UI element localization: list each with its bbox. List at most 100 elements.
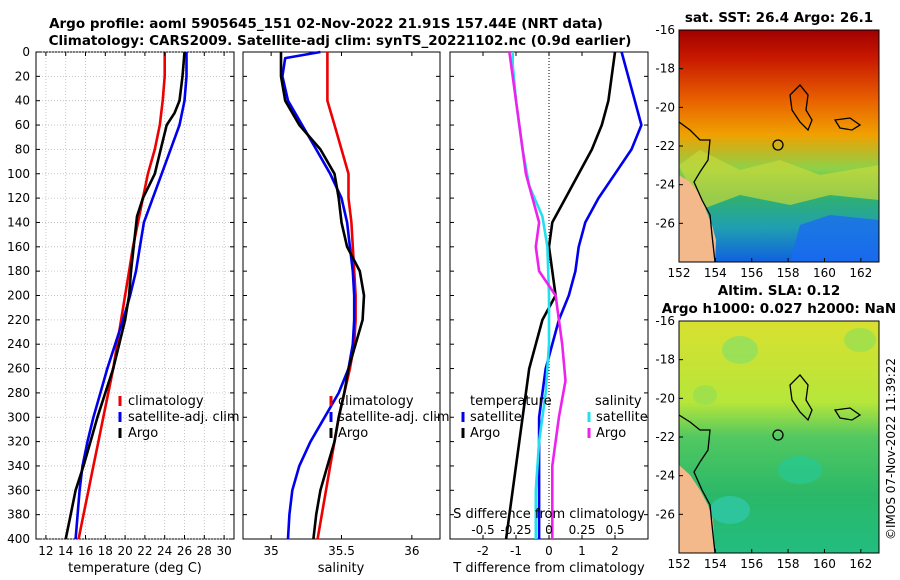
x-tick-label: 35 <box>264 544 279 558</box>
reef-outline <box>789 374 813 422</box>
legend-temperature-title: temperature <box>470 394 552 409</box>
figure-title-line1: Argo profile: aoml 5905645_151 02-Nov-20… <box>49 16 603 32</box>
depth-tick-label: 20 <box>15 69 30 83</box>
depth-tick-label: 260 <box>7 362 30 376</box>
x-tick-label: 18 <box>98 544 113 558</box>
imos-watermark: ©IMOS 07-Nov-2022 11:39:22 <box>884 358 898 540</box>
series-line-argo <box>279 52 366 540</box>
depth-tick-label: 80 <box>15 142 30 156</box>
depth-tick-label: 120 <box>7 191 30 205</box>
temperature-xlabel: temperature (deg C) <box>68 561 202 576</box>
sst-map-title: sat. SST: 26.4 Argo: 26.1 <box>685 10 873 26</box>
map-x-tick-label: 160 <box>813 557 836 571</box>
legend-t-satellite-label: satellite <box>470 410 522 425</box>
sla-map-title-line2: Argo h1000: 0.027 h2000: NaN <box>662 301 896 317</box>
temperature-panel: 12 14 16 18 20 22 24 26 28 30 temperature (deg C)… <box>35 51 240 576</box>
depth-tick-label: 340 <box>7 459 30 473</box>
difference-xlabel: T difference from climatology <box>452 561 645 576</box>
map-y-tick-label: -20 <box>655 100 675 114</box>
depth-tick-label: 320 <box>7 435 30 449</box>
sla-map-panel: Altim. SLA: 0.12 Argo h1000: 0.027 h2000… <box>655 283 896 571</box>
sla-anomaly <box>844 328 876 352</box>
sla-anomaly <box>710 496 750 524</box>
salinity-panel: 35 35.5 36 salinity climatology satellite-… <box>242 50 450 576</box>
legend-s-argo-label: Argo <box>596 426 626 441</box>
s-tick-label: 0 <box>545 523 553 537</box>
x-tick-label: 0 <box>545 544 553 558</box>
argo-position-marker <box>772 139 784 151</box>
series-line-climatology <box>316 52 357 540</box>
map-y-tick-label: -22 <box>655 430 675 444</box>
map-x-tick-label: 156 <box>740 266 763 280</box>
legend-argo-label: Argo <box>128 426 158 441</box>
figure-title-line2: Climatology: CARS2009. Satellite-adj cli… <box>49 33 632 49</box>
s-tick-label: -0.25 <box>500 523 531 537</box>
x-tick-label: 14 <box>58 544 73 558</box>
map-y-tick-label: -26 <box>655 507 675 521</box>
difference-top-xlabel: S difference from climatology <box>453 507 645 522</box>
temperature-legend: climatology satellite-adj. clim Argo <box>118 394 240 441</box>
legend-climatology-label: climatology <box>338 394 414 409</box>
x-tick-label: 12 <box>38 544 53 558</box>
depth-tick-label: 300 <box>7 410 30 424</box>
salinity-plot-frame <box>242 51 441 540</box>
map-y-tick-label: -24 <box>655 469 675 483</box>
map-x-tick-label: 158 <box>777 266 800 280</box>
series-line-temperature-argo <box>504 51 617 540</box>
x-tick-label: 16 <box>78 544 93 558</box>
map-x-tick-label: 154 <box>704 557 727 571</box>
salinity-legend: climatology satellite-adj. clim Argo <box>329 394 450 441</box>
x-tick-label: 35.5 <box>328 544 355 558</box>
map-y-tick-label: -16 <box>655 23 675 37</box>
depth-tick-label: 100 <box>7 167 30 181</box>
x-tick-label: 36 <box>404 544 419 558</box>
depth-tick-label: 200 <box>7 289 30 303</box>
legend-salinity-title: salinity <box>595 394 642 409</box>
map-y-tick-label: -22 <box>655 139 675 153</box>
land-mass <box>679 465 715 553</box>
map-x-tick-label: 152 <box>668 557 691 571</box>
difference-legend: temperature satellite Argo salinity sate… <box>461 394 648 441</box>
x-tick-label: 30 <box>216 544 231 558</box>
map-y-tick-label: -18 <box>655 353 675 367</box>
sla-anomaly <box>693 385 717 405</box>
map-y-tick-label: -24 <box>655 178 675 192</box>
difference-panel: -2 -1 0 1 2 S difference from climatology -0… <box>449 51 649 576</box>
legend-t-argo-label: Argo <box>470 426 500 441</box>
s-tick-label: -0.5 <box>471 523 494 537</box>
depth-tick-label: 60 <box>15 118 30 132</box>
series-line-argo <box>64 51 186 540</box>
series-line-salinity-argo <box>508 51 567 539</box>
depth-tick-label: 360 <box>7 483 30 497</box>
x-tick-label: 2 <box>611 544 619 558</box>
sst-cool-patch <box>790 215 879 262</box>
sst-map-panel: sat. SST: 26.4 Argo: 26.1 152 154 156 158 16… <box>655 10 880 280</box>
legend-argo-label: Argo <box>338 426 368 441</box>
depth-tick-label: 180 <box>7 264 30 278</box>
x-tick-label: 28 <box>197 544 212 558</box>
map-y-tick-label: -18 <box>655 62 675 76</box>
reef-outline <box>833 407 862 421</box>
sla-anomaly <box>778 456 822 484</box>
legend-s-satellite-label: satellite <box>596 410 648 425</box>
depth-tick-label: 280 <box>7 386 30 400</box>
series-line-climatology <box>77 52 166 540</box>
land-mass <box>679 175 716 262</box>
sla-map-title-line1: Altim. SLA: 0.12 <box>718 283 840 299</box>
reef-outline <box>789 84 813 132</box>
x-tick-label: 26 <box>177 544 192 558</box>
s-tick-label: 0.5 <box>605 523 624 537</box>
map-y-tick-label: -26 <box>655 216 675 230</box>
x-tick-label: 20 <box>117 544 132 558</box>
argo-position-marker <box>772 429 784 441</box>
reef-outline <box>833 117 862 131</box>
map-y-tick-label: -16 <box>655 314 675 328</box>
depth-tick-label: 380 <box>7 508 30 522</box>
depth-tick-label: 220 <box>7 313 30 327</box>
x-tick-label: 24 <box>157 544 172 558</box>
map-x-tick-label: 152 <box>668 266 691 280</box>
s-tick-label: 0.25 <box>569 523 596 537</box>
x-tick-label: -1 <box>510 544 522 558</box>
depth-tick-label: 140 <box>7 215 30 229</box>
